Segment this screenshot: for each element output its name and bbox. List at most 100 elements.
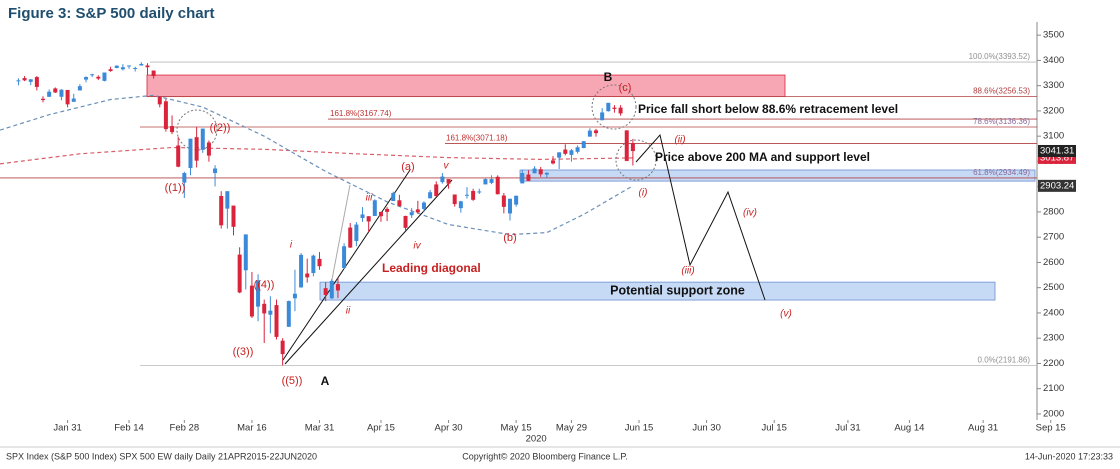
candle-body	[231, 205, 236, 227]
candle-body	[446, 179, 451, 184]
price-tag-label: 3041.31	[1040, 145, 1074, 156]
candle-body	[514, 195, 519, 205]
candle-body	[464, 194, 469, 196]
x-tick-label: May 29	[556, 423, 587, 434]
y-tick-label: 3400	[1043, 55, 1064, 66]
candle-body	[342, 246, 347, 268]
plot: Potential support zone 100.0%(3393.52) 88.…	[0, 30, 1076, 445]
y-tick-label: 2700	[1043, 232, 1064, 243]
y-tick-label: 2300	[1043, 333, 1064, 344]
annotation: Price above 200 MA and support level	[655, 150, 870, 164]
candle-body	[630, 143, 635, 152]
x-tick-label: Jun 15	[625, 423, 654, 434]
annotation: (iii)	[681, 266, 694, 277]
y-tick-label: 2500	[1043, 282, 1064, 293]
y-tick-label: 2600	[1043, 257, 1064, 268]
chart-title: Figure 3: S&P 500 daily chart	[8, 5, 214, 22]
x-tick-label: Jun 30	[692, 423, 721, 434]
candle-body	[458, 201, 463, 209]
candle-body	[163, 101, 168, 130]
candle-body	[299, 254, 304, 288]
x-tick-label: Mar 16	[237, 423, 267, 434]
highlight-circle	[591, 84, 637, 130]
annotation: ((4))	[254, 279, 275, 291]
candle-body	[501, 195, 506, 207]
candle-body	[526, 174, 531, 181]
candle-body	[16, 80, 21, 82]
level-label: 161.8%(3167.74)	[330, 109, 392, 118]
candle-body	[391, 192, 396, 202]
candle-body	[182, 173, 187, 183]
annotation: (b)	[503, 232, 516, 244]
candle-body	[323, 288, 328, 295]
candle-body	[47, 91, 52, 97]
candle-body	[440, 176, 445, 183]
y-tick-label: 2800	[1043, 206, 1064, 217]
candle-body	[243, 234, 248, 271]
candle-body	[575, 147, 580, 152]
candle-body	[139, 63, 144, 66]
highlight-circle	[176, 109, 218, 151]
annotation: A	[321, 374, 330, 388]
candle-body	[120, 67, 125, 70]
candle-body	[477, 191, 482, 193]
annotation: (ii)	[674, 135, 685, 146]
annotation: (i)	[639, 188, 648, 199]
x-tick-label: Jul 31	[835, 423, 860, 434]
zone	[519, 169, 1036, 182]
annotation: v	[444, 161, 450, 172]
candle-body	[551, 160, 556, 164]
y-tick-label: 2400	[1043, 307, 1064, 318]
candle-body	[249, 285, 254, 317]
candle-body	[292, 293, 297, 299]
moving-average	[0, 94, 634, 236]
annotation: ((2))	[210, 122, 231, 134]
x-tick-label: Apr 30	[435, 423, 463, 434]
y-tick-label: 2000	[1043, 408, 1064, 419]
price-tag	[1038, 179, 1076, 192]
wave-path	[635, 133, 766, 301]
candle-body	[557, 152, 562, 158]
annotation: (c)	[619, 82, 632, 94]
candle-body	[434, 184, 439, 197]
candle-body	[59, 89, 64, 97]
annotation: ((5))	[282, 375, 303, 387]
annotation: ((3))	[233, 346, 254, 358]
candle-body	[563, 149, 568, 154]
candle-body	[280, 340, 285, 355]
candle-body	[188, 138, 193, 168]
price-tag	[1038, 144, 1076, 157]
candle-body	[311, 255, 316, 274]
annotation: Leading diagonal	[382, 261, 481, 275]
candle-body	[225, 191, 230, 209]
candle-body	[256, 280, 261, 307]
candle-body	[594, 130, 599, 134]
wave-path	[329, 184, 351, 291]
price-tag-label: 2903.24	[1040, 180, 1074, 191]
candle-body	[170, 126, 175, 133]
level-label: 0.0%(2191.86)	[978, 356, 1031, 365]
candle-body	[581, 141, 586, 149]
x-tick-label: Feb 28	[170, 423, 200, 434]
candle-body	[65, 89, 70, 105]
candle-body	[618, 107, 623, 114]
annotation: (a)	[401, 161, 414, 173]
candle-body	[600, 112, 605, 121]
annotation: iii	[366, 193, 373, 204]
candle-body	[489, 179, 494, 183]
candle-body	[354, 224, 359, 241]
x-tick-label: Aug 14	[894, 423, 924, 434]
candle-body	[114, 65, 119, 68]
candle-body	[606, 102, 611, 112]
zone	[319, 281, 996, 301]
candle-body	[28, 79, 33, 82]
candle-body	[194, 137, 199, 161]
candle-body	[428, 192, 433, 199]
candle-body	[520, 173, 525, 184]
candle-body	[569, 150, 574, 155]
x-tick-label: Mar 31	[305, 423, 335, 434]
y-tick-label: 3100	[1043, 131, 1064, 142]
candle-body	[176, 145, 181, 167]
candle-body	[206, 142, 211, 156]
